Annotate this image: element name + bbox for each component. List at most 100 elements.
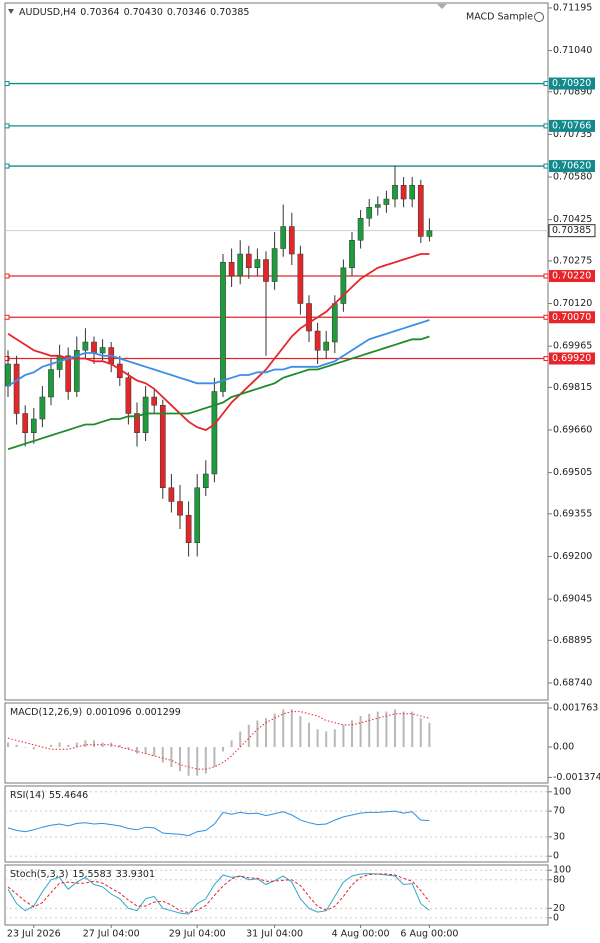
- level-label: 0.70920: [552, 78, 591, 89]
- symbol-header: AUDUSD,H4 0.70364 0.70430 0.70346 0.70385: [19, 7, 249, 18]
- macd-bar: [222, 747, 224, 752]
- y-tick-label: 0.70735: [553, 129, 592, 140]
- candle-body: [82, 341, 89, 351]
- indicator-readout: 55.4646: [49, 790, 88, 801]
- y-tick-label: 100: [553, 786, 571, 797]
- indicator-line: [7, 873, 430, 914]
- candle-body: [125, 377, 132, 414]
- ohlc-value: 0.70364: [80, 7, 119, 18]
- level-label-box: [549, 352, 595, 365]
- macd-bar: [84, 740, 87, 748]
- panel-title: MACD(12,26,9) 0.001096 0.001299: [10, 707, 181, 718]
- candle-body: [366, 207, 373, 219]
- y-tick-label: 0.68895: [553, 635, 592, 646]
- candle-body: [211, 391, 218, 475]
- y-tick-label: 0: [553, 851, 559, 862]
- macd-bar: [93, 740, 95, 748]
- expert-name: MACD Sample: [466, 12, 533, 23]
- level-label: 0.70220: [552, 271, 591, 282]
- indicator-readout: 15.5583: [72, 869, 111, 880]
- y-tick-label: 0.71040: [553, 45, 592, 56]
- panel-frame: [4, 702, 549, 784]
- candle-body: [409, 185, 416, 200]
- macd-bar: [136, 747, 138, 754]
- y-tick-label: 0.70580: [553, 172, 592, 183]
- candle-body: [151, 396, 158, 406]
- candle-body: [30, 418, 37, 433]
- y-tick-label: 0.69200: [553, 551, 592, 562]
- level-anchor: [543, 314, 549, 320]
- last-price-label: 0.70385: [552, 225, 591, 236]
- candle-body: [22, 413, 29, 433]
- level-label-box: [549, 270, 595, 283]
- indicator-line: [7, 810, 430, 837]
- x-tick-label: 31 Jul 04:00: [246, 929, 303, 940]
- indicator-readout: 0.001096: [86, 707, 131, 718]
- panel-frame: [4, 864, 549, 926]
- macd-bar: [118, 744, 121, 748]
- candle-body: [383, 198, 390, 205]
- y-tick-label: 0.00: [553, 742, 574, 753]
- candle-body: [5, 363, 11, 387]
- level-anchor: [543, 273, 549, 279]
- macd-bar: [247, 724, 250, 748]
- candle-body: [374, 204, 381, 208]
- y-tick-label: 70: [553, 806, 565, 817]
- macd-bar: [24, 747, 27, 748]
- candle-body: [73, 350, 80, 392]
- macd-bar: [153, 747, 156, 756]
- indicator-readout: 0.001299: [136, 707, 181, 718]
- candle-body: [417, 185, 424, 237]
- candle-body: [263, 259, 269, 282]
- macd-bar: [273, 713, 276, 748]
- macd-bar: [308, 722, 310, 748]
- macd-bar: [7, 742, 9, 748]
- macd-bar: [290, 709, 293, 748]
- candle-body: [91, 341, 97, 354]
- macd-bar: [75, 742, 78, 748]
- level-anchor: [543, 356, 549, 362]
- macd-bar: [342, 724, 345, 748]
- y-tick-label: 0.68740: [553, 677, 592, 688]
- panel-title: Stoch(5,3,3) 15.5583 33.9301: [10, 869, 155, 880]
- moving-average: [7, 319, 430, 387]
- macd-bar: [428, 722, 431, 748]
- level-label: 0.69920: [552, 353, 591, 364]
- level-anchor: [4, 356, 10, 362]
- indicator-name: MACD(12,26,9): [10, 707, 82, 718]
- candle-body: [340, 267, 347, 304]
- y-tick-label: 0.69045: [553, 594, 592, 605]
- candle-body: [288, 226, 295, 255]
- macd-bar: [325, 731, 328, 748]
- candle-body: [48, 369, 54, 398]
- indicator-readout: 33.9301: [116, 869, 155, 880]
- candle-body: [237, 253, 244, 277]
- x-tick-label: 23 Jul 2026: [7, 929, 61, 940]
- candle-body: [99, 347, 106, 354]
- macd-bar: [316, 729, 319, 748]
- level-anchor: [4, 314, 10, 320]
- candle-body: [39, 396, 46, 420]
- scroll-marker: [437, 4, 447, 9]
- macd-bar: [187, 747, 190, 776]
- y-tick-label: 100: [553, 865, 571, 876]
- y-tick-label: 0.69965: [553, 341, 592, 352]
- candle-body: [168, 487, 175, 502]
- macd-bar: [170, 747, 173, 767]
- macd-bar: [394, 709, 396, 748]
- menu-triangle: [8, 9, 14, 14]
- macd-bar: [32, 747, 35, 750]
- macd-bar: [127, 747, 130, 750]
- macd-bar: [376, 711, 379, 748]
- macd-bar: [179, 747, 181, 772]
- indicator-line: [7, 711, 430, 770]
- y-tick-label: 0.70890: [553, 86, 592, 97]
- macd-bar: [385, 711, 388, 748]
- symbol: AUDUSD,H4: [19, 7, 76, 18]
- macd-bar: [265, 718, 267, 748]
- level-label-box: [549, 77, 595, 90]
- macd-bar: [256, 720, 259, 748]
- candle-body: [323, 341, 330, 351]
- candle-body: [357, 218, 364, 241]
